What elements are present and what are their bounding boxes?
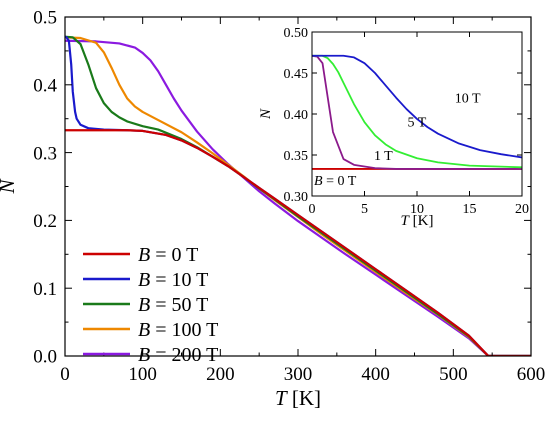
legend-label-b-0-t-part-0: B — [138, 244, 150, 266]
legend-label-b-10-t: B = 10 T — [138, 269, 208, 291]
inset-annotation-b-0-t: B = 0 T — [314, 174, 357, 189]
main-y-tick-label: 0.0 — [33, 347, 57, 368]
inset-annotation-5-t: 5 T — [408, 115, 427, 130]
inset-annotation-b-0-t-part-0: B — [314, 174, 323, 189]
inset-series-line-10-t — [312, 54, 522, 159]
main-x-axis-title: T [K] — [275, 386, 321, 410]
inset-x-axis-title-part-1: [K] — [409, 213, 434, 229]
main-legend: B = 0 TB = 10 TB = 50 TB = 100 TB = 200 … — [83, 244, 218, 366]
main-y-tick-label: 0.1 — [33, 279, 57, 300]
inset-annotation-b-0-t-part-1: = 0 T — [323, 174, 357, 189]
inset-y-axis-title: N — [258, 108, 274, 120]
main-y-tick-label: 0.4 — [33, 75, 57, 96]
inset-series-group — [312, 54, 522, 170]
inset-x-axis-title-part-0: T — [401, 213, 411, 229]
main-x-tick-label: 300 — [284, 364, 313, 385]
inset-x-tick-label: 5 — [361, 202, 368, 217]
inset-x-axis-title: T [K] — [401, 213, 434, 229]
inset-x-tick-label: 10 — [410, 202, 424, 217]
main-x-tick-label: 600 — [517, 364, 546, 385]
main-series-line-b-100-t — [65, 36, 531, 356]
legend-label-b-50-t: B = 50 T — [138, 294, 208, 316]
inset-annotation-1-t: 1 T — [374, 149, 393, 164]
inset-x-tick-label: 20 — [515, 202, 529, 217]
main-x-axis-title-part-1: [K] — [287, 386, 321, 410]
main-x-axis-title-part-0: T — [275, 386, 288, 410]
legend-label-b-50-t-part-0: B — [138, 294, 150, 316]
inset-series-line-5-t — [312, 54, 522, 169]
inset-y-tick-label: 0.50 — [284, 26, 309, 41]
inset-series-line-1-t — [312, 54, 522, 170]
inset-annotation-10-t: 10 T — [455, 92, 481, 107]
main-y-tick-label: 0.3 — [33, 143, 57, 164]
main-series-line-b-0-t — [65, 129, 531, 356]
inset-y-tick-label: 0.45 — [284, 67, 309, 82]
inset-y-tick-label: 0.40 — [284, 108, 309, 123]
legend-label-b-10-t-part-0: B — [138, 269, 150, 291]
inset-x-tick-label: 0 — [309, 202, 316, 217]
legend-label-b-200-t-part-1: = 200 T — [150, 344, 218, 366]
inset-y-tick-label: 0.35 — [284, 149, 309, 164]
main-x-tick-label: 0 — [60, 364, 70, 385]
legend-label-b-200-t: B = 200 T — [138, 344, 218, 366]
legend-label-b-100-t: B = 100 T — [138, 319, 218, 341]
legend-label-b-50-t-part-1: = 50 T — [150, 294, 208, 316]
main-y-tick-label: 0.2 — [33, 211, 57, 232]
inset-chart: 0 5 10 15 20 0.30 0.35 0.40 0.45 0.50 T [K] N 10 T 5 … — [258, 26, 529, 229]
main-y-tick-label: 0.5 — [33, 8, 57, 29]
main-y-axis-title: N — [0, 179, 19, 195]
legend-label-b-0-t-part-1: = 0 T — [150, 244, 198, 266]
main-x-tick-label: 200 — [206, 364, 235, 385]
main-x-tick-label: 400 — [361, 364, 390, 385]
legend-label-b-100-t-part-1: = 100 T — [150, 319, 218, 341]
legend-label-b-200-t-part-0: B — [138, 344, 150, 366]
inset-y-tick-label: 0.30 — [284, 190, 309, 205]
legend-label-b-100-t-part-0: B — [138, 319, 150, 341]
main-x-tick-label: 500 — [439, 364, 468, 385]
inset-x-tick-label: 15 — [463, 202, 477, 217]
main-series-group — [65, 35, 531, 356]
legend-label-b-10-t-part-1: = 10 T — [150, 269, 208, 291]
legend-label-b-0-t: B = 0 T — [138, 244, 198, 266]
main-x-tick-label: 100 — [128, 364, 157, 385]
